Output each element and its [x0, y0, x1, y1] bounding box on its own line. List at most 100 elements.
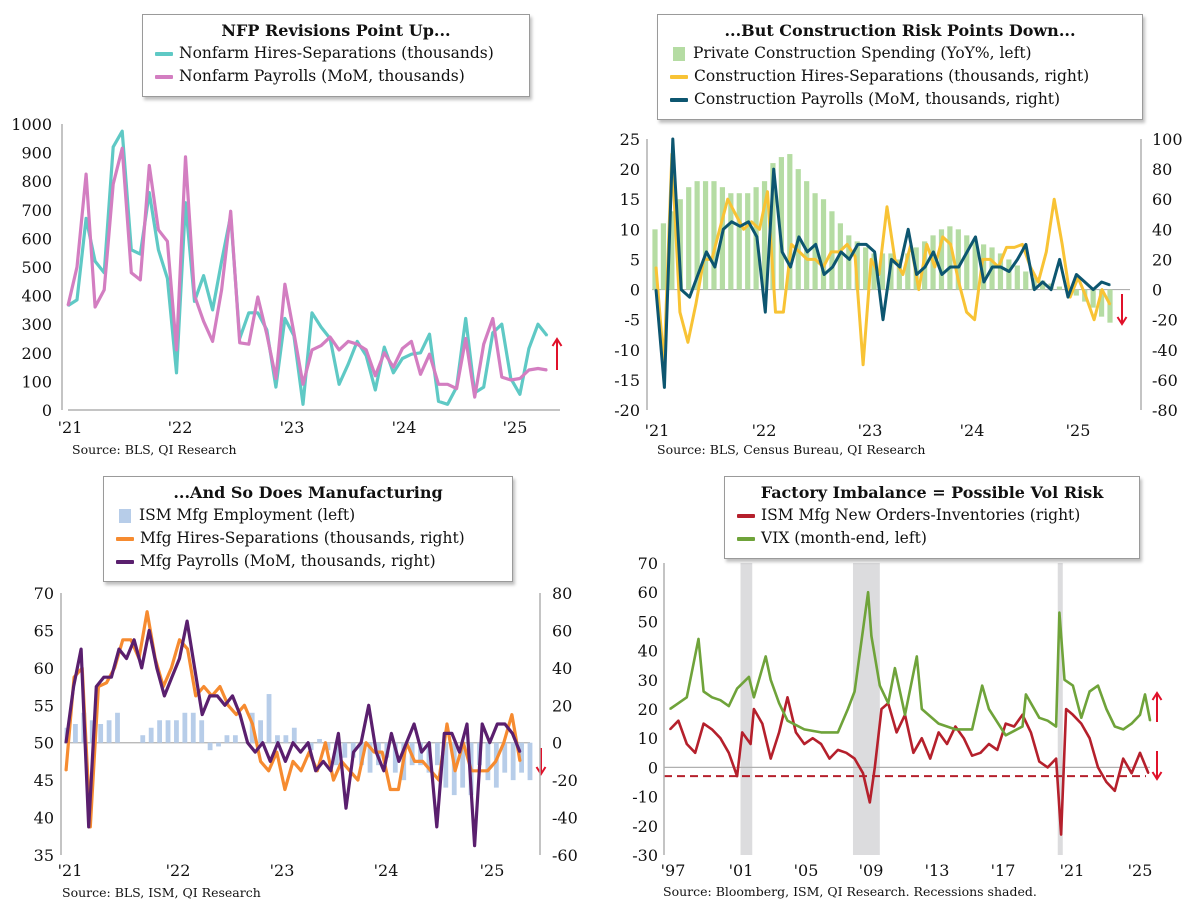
point-vix	[719, 699, 722, 701]
point-vix	[1149, 719, 1151, 722]
y-tick-label-left: 20	[620, 160, 640, 179]
x-tick-label: '17	[991, 861, 1016, 880]
point-payrolls	[714, 266, 716, 268]
panel-1-plot	[66, 129, 563, 406]
x-tick-label: '97	[661, 861, 686, 880]
y-tick-label: 800	[21, 172, 52, 191]
point-payrolls	[511, 732, 514, 735]
point-payrolls	[481, 723, 484, 725]
point-payrolls	[148, 629, 150, 632]
legend-swatch	[155, 51, 173, 56]
x-tick-label: '21	[1060, 861, 1085, 880]
bar-construction-spending	[761, 181, 768, 290]
point-ism	[711, 728, 713, 731]
bar-ism-employment	[418, 742, 423, 766]
point-hires	[235, 713, 238, 716]
point-ism	[954, 725, 957, 728]
y-tick-label-left: -5	[624, 311, 640, 330]
panel-3-manufacturing: 35 40 45 50 55 60 65 70 -60 -40 -20 0 20 40 60 80 '21 '22…	[34, 584, 578, 880]
point-hires	[528, 347, 530, 350]
point-ism	[778, 731, 780, 734]
point-payrolls	[764, 311, 767, 313]
point-payrolls	[383, 352, 386, 354]
point-hires	[546, 334, 548, 337]
point-hires	[446, 723, 448, 725]
point-payrolls	[254, 751, 256, 753]
point-hires	[1005, 246, 1008, 249]
point-payrolls	[473, 396, 476, 398]
bar-construction-spending	[837, 223, 843, 290]
point-hires	[220, 260, 223, 263]
point-payrolls	[121, 147, 123, 150]
point-payrolls	[320, 344, 322, 347]
point-payrolls	[65, 741, 67, 744]
point-vix	[669, 708, 671, 710]
legend-item-construction-hires: Construction Hires-Separations (thousand…	[670, 65, 1130, 88]
point-hires	[486, 770, 489, 772]
point-payrolls	[789, 266, 792, 268]
point-payrolls	[110, 676, 113, 678]
y-tick-label-right: -40	[1152, 341, 1178, 360]
point-ism	[1139, 752, 1141, 754]
y-tick-label: 400	[21, 287, 52, 306]
point-payrolls	[375, 751, 378, 753]
point-payrolls	[924, 266, 926, 268]
bar-ism-employment	[333, 742, 339, 766]
bar-ism-employment	[460, 742, 466, 788]
point-hires	[65, 770, 67, 772]
bar-construction-spending	[1056, 286, 1063, 290]
x-tick-label: '22	[752, 421, 777, 440]
point-ism	[803, 743, 806, 745]
point-payrolls	[118, 648, 120, 650]
point-payrolls	[293, 332, 295, 334]
x-tick-label: '13	[925, 861, 950, 880]
point-payrolls	[307, 741, 309, 744]
y-tick-label-right: 80	[1152, 160, 1172, 179]
point-vix	[1072, 684, 1074, 687]
bar-construction-spending	[728, 193, 734, 290]
point-vix	[753, 696, 755, 699]
point-payrolls	[882, 318, 884, 321]
legend-factory: Factory Imbalance = Possible Vol Risk IS…	[724, 476, 1140, 559]
point-ism	[1147, 772, 1150, 774]
point-hires	[846, 243, 848, 246]
point-payrolls	[87, 826, 90, 828]
y-tick-label: 700	[21, 201, 52, 220]
bar-ism-employment	[148, 727, 154, 743]
point-ism	[820, 743, 822, 745]
point-payrolls	[67, 304, 69, 307]
point-payrolls	[756, 236, 758, 238]
point-hires	[862, 364, 864, 366]
x-tick-label: '22	[166, 861, 191, 880]
point-ism	[1080, 722, 1083, 725]
point-payrolls	[140, 667, 143, 669]
x-tick-label: '23	[858, 421, 883, 440]
y-tick-label-right: 40	[552, 659, 572, 678]
point-payrolls	[148, 164, 151, 167]
point-payrolls	[76, 266, 78, 268]
source-note-manufacturing: Source: BLS, ISM, QI Research	[62, 885, 261, 900]
point-payrolls	[428, 353, 431, 356]
point-hires	[1053, 198, 1055, 200]
point-hires	[830, 251, 832, 253]
point-payrolls	[806, 251, 809, 253]
point-hires	[464, 317, 467, 320]
point-hires	[814, 258, 817, 261]
point-payrolls	[865, 243, 867, 246]
bar-construction-spending	[997, 253, 1004, 290]
y-tick-label-right: 20	[552, 696, 572, 715]
y-tick-label-left: -10	[614, 341, 640, 360]
point-payrolls	[501, 376, 503, 378]
point-payrolls	[492, 317, 494, 320]
point-hires	[511, 713, 513, 716]
point-vix	[786, 719, 789, 722]
point-ism	[786, 696, 789, 699]
point-payrolls	[246, 741, 249, 744]
point-payrolls	[455, 387, 458, 390]
point-hires	[243, 704, 246, 707]
point-payrolls	[1109, 284, 1111, 286]
point-vix	[702, 690, 705, 693]
y-tick-label-left: 15	[620, 190, 640, 209]
point-vix	[879, 684, 881, 687]
point-payrolls	[157, 229, 160, 231]
